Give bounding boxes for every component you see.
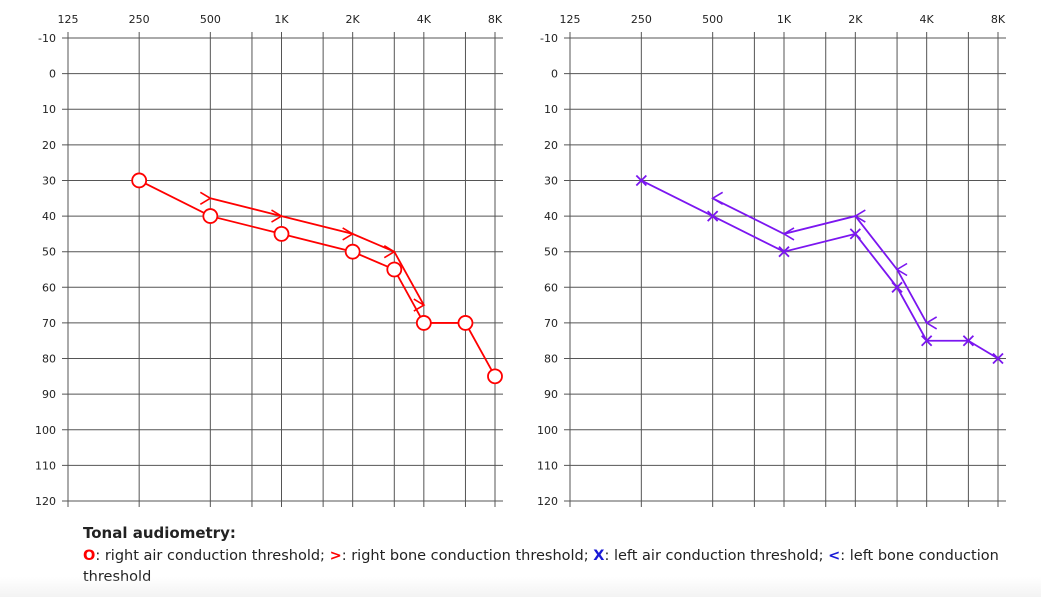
y-tick-label: 70 (42, 317, 56, 330)
marker-x (992, 352, 1004, 365)
y-tick-label: 40 (544, 210, 558, 223)
marker-lt (895, 262, 908, 277)
legend-symbol-right-bone: > (329, 548, 342, 564)
y-tick-label: -10 (540, 32, 558, 45)
caption-title: Tonal audiometry: (83, 524, 236, 542)
marker-x (891, 281, 903, 293)
x-tick-label: 1K (274, 13, 289, 26)
x-tick-label: 250 (631, 13, 652, 26)
marker-o (273, 225, 290, 242)
marker-o (457, 315, 474, 331)
legend-text-left-air: : left air conduction threshold; (604, 548, 829, 564)
y-tick-label: 80 (544, 353, 558, 366)
y-tick-label: 30 (42, 174, 56, 187)
marker-gt (413, 298, 426, 312)
x-tick-label: 4K (417, 13, 432, 26)
y-tick-label: 0 (551, 68, 558, 81)
marker-gt (342, 227, 355, 241)
y-tick-label: 120 (35, 495, 56, 508)
marker-lt (853, 209, 866, 223)
y-tick-label: 50 (544, 246, 558, 259)
marker-o (202, 208, 219, 224)
legend-text-right-air: : right air conduction threshold; (95, 548, 330, 564)
left-ear-audiogram: -10 0 10 20 30 40 50 60 70 80 90 100 110 120 125 250 500… (537, 13, 1006, 508)
marker-x (849, 228, 861, 240)
marker-o (487, 368, 503, 385)
y-tick-label: 20 (42, 139, 56, 152)
marker-o (344, 243, 361, 260)
legend-symbol-left-air: X (593, 548, 605, 564)
x-tick-label: 250 (129, 13, 150, 26)
legend-symbol-right-air: O (83, 548, 96, 564)
y-tick-label: 50 (42, 246, 56, 259)
caption-legend: O: right air conduction threshold; >: ri… (83, 546, 1023, 588)
y-tick-label: 80 (42, 353, 56, 366)
marker-x (962, 335, 975, 347)
x-tick-label: 500 (200, 13, 221, 26)
y-tick-label: 60 (42, 281, 56, 294)
x-tick-label: 8K (488, 13, 503, 26)
x-tick-label: 2K (848, 13, 863, 26)
y-tick-label: 40 (42, 210, 56, 223)
y-tick-label: 20 (544, 139, 558, 152)
x-tick-label: 500 (702, 13, 723, 26)
y-tick-label: -10 (38, 32, 56, 45)
y-tick-label: 10 (42, 103, 56, 116)
y-tick-label: 100 (35, 424, 56, 437)
series-line (138, 179, 496, 377)
x-tick-label: 2K (346, 13, 361, 26)
x-tick-label: 4K (920, 13, 935, 26)
y-tick-label: 60 (544, 281, 558, 294)
y-tick-label: 100 (537, 424, 558, 437)
y-tick-label: 10 (544, 103, 558, 116)
marker-x (707, 210, 719, 222)
y-tick-label: 70 (544, 317, 558, 330)
marker-lt (711, 191, 724, 205)
marker-o (415, 315, 432, 331)
y-tick-label: 30 (544, 174, 558, 187)
marker-lt (782, 227, 795, 241)
x-tick-label: 8K (991, 13, 1006, 26)
x-tick-label: 125 (560, 13, 581, 26)
marker-gt (199, 191, 212, 205)
bottom-fade (0, 577, 1041, 597)
x-tick-label: 125 (58, 13, 79, 26)
legend-text-right-bone: : right bone conduction threshold; (341, 548, 594, 564)
marker-x (921, 335, 933, 347)
y-tick-label: 110 (537, 459, 558, 472)
legend-symbol-left-bone: < (828, 548, 841, 564)
marker-gt (271, 209, 284, 223)
y-tick-label: 90 (42, 388, 56, 401)
y-tick-label: 0 (49, 68, 56, 81)
y-tick-label: 110 (35, 459, 56, 472)
y-tick-label: 90 (544, 388, 558, 401)
series-line (640, 179, 999, 360)
caption: Tonal audiometry: O: right air conductio… (83, 524, 1023, 588)
marker-o (131, 172, 148, 189)
marker-x (635, 174, 647, 187)
marker-x (778, 246, 790, 258)
marker-o (386, 261, 403, 278)
right-ear-audiogram: -10 0 10 20 30 40 50 60 70 80 90 100 110 120 125 250 500… (35, 13, 503, 508)
x-tick-label: 1K (777, 13, 792, 26)
marker-lt (925, 316, 938, 330)
y-tick-label: 120 (537, 495, 558, 508)
marker-gt (383, 245, 396, 259)
series-line (712, 197, 928, 324)
